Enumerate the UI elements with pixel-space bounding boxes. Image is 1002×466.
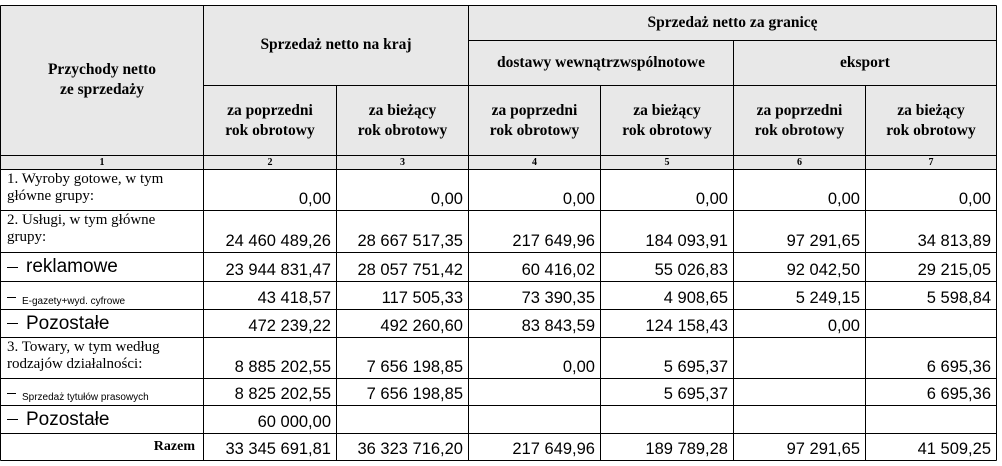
row-header-title: Przychody netto ze sprzedaży xyxy=(47,61,157,98)
row-label-goods: 3. Towary, w tym według rodzajów działal… xyxy=(7,339,160,372)
row-label-advertising: reklamowe xyxy=(0,253,203,281)
value-cell: 97 291,65 xyxy=(786,232,860,250)
value-cell xyxy=(469,406,600,433)
value-cell xyxy=(601,406,733,433)
value-cell: 60 416,02 xyxy=(521,261,595,279)
header-domestic-sales: Sprzedaż netto na kraj xyxy=(260,36,412,53)
value-cell: 83 843,59 xyxy=(521,317,595,335)
col-number-6: 6 xyxy=(797,157,802,168)
total-value-cell: 189 789,28 xyxy=(645,440,728,458)
value-cell: 7 656 198,85 xyxy=(366,358,463,376)
value-cell: 0,00 xyxy=(562,190,595,208)
value-cell: 73 390,35 xyxy=(521,289,595,307)
total-value-cell: 97 291,65 xyxy=(786,440,860,458)
value-cell: 60 000,00 xyxy=(257,413,331,431)
value-cell: 7 656 198,85 xyxy=(366,385,463,403)
row-label-press-titles: Sprzedaż tytułów prasowych xyxy=(0,379,203,405)
value-cell: 0,00 xyxy=(827,190,860,208)
row-label-services: 2. Usługi, w tym główne grupy: xyxy=(7,212,156,245)
col-number-3: 3 xyxy=(400,157,405,168)
value-cell: 184 093,91 xyxy=(645,232,728,250)
value-cell: 0,00 xyxy=(430,190,463,208)
row-label-finished-goods: 1. Wyroby gotowe, w tym główne grupy: xyxy=(7,171,164,204)
value-cell: 5 695,37 xyxy=(663,385,728,403)
value-cell: 124 158,43 xyxy=(645,317,728,335)
value-cell: 34 813,89 xyxy=(917,232,991,250)
col-number-1: 1 xyxy=(99,157,105,168)
dash-icon xyxy=(7,297,16,298)
header-col5-curr-year: za bieżący rok obrotowy xyxy=(622,101,712,139)
header-col4-prev-year: za poprzedni rok obrotowy xyxy=(489,101,580,139)
total-value-cell: 33 345 691,81 xyxy=(225,440,331,458)
value-cell: 4 908,65 xyxy=(663,289,728,307)
header-foreign-sales: Sprzedaż netto za granicę xyxy=(647,13,818,31)
value-cell: 28 057 751,42 xyxy=(357,261,463,279)
dash-icon xyxy=(7,323,18,324)
value-cell xyxy=(337,406,468,433)
value-cell: 6 695,36 xyxy=(926,385,991,403)
total-value-cell: 36 323 716,20 xyxy=(357,440,463,458)
dash-icon xyxy=(7,393,16,394)
value-cell: 0,00 xyxy=(298,190,331,208)
value-cell: 492 260,60 xyxy=(380,317,463,335)
value-cell xyxy=(734,406,865,433)
value-cell xyxy=(866,310,996,337)
row-label-e-newspapers: E-gazety+wyd. cyfrowe xyxy=(0,282,203,309)
total-value-cell: 217 649,96 xyxy=(512,440,595,458)
col-number-7: 7 xyxy=(928,157,934,168)
value-cell: 5 249,15 xyxy=(795,289,860,307)
value-cell: 472 239,22 xyxy=(248,317,331,335)
value-cell xyxy=(469,379,600,405)
value-cell: 5 598,84 xyxy=(926,289,991,307)
value-cell: 92 042,50 xyxy=(786,261,860,279)
value-cell xyxy=(866,406,996,433)
value-cell: 0,00 xyxy=(695,190,728,208)
value-cell: 0,00 xyxy=(958,190,991,208)
value-cell: 117 505,33 xyxy=(381,289,463,307)
header-col6-prev-year: za poprzedni rok obrotowy xyxy=(754,101,845,139)
value-cell xyxy=(734,379,865,405)
header-col3-curr-year: za bieżący rok obrotowy xyxy=(357,101,448,139)
col-number-5: 5 xyxy=(664,157,670,168)
row-label-other-goods: Pozostałe xyxy=(0,406,203,433)
value-cell: 24 460 489,26 xyxy=(225,232,331,250)
value-cell: 5 695,37 xyxy=(663,358,728,376)
header-col7-curr-year: za bieżący rok obrotowy xyxy=(886,101,976,139)
total-value-cell: 41 509,25 xyxy=(917,440,991,458)
value-cell: 43 418,57 xyxy=(257,289,331,307)
value-cell: 55 026,83 xyxy=(654,261,728,279)
value-cell: 6 695,36 xyxy=(926,358,991,376)
col-number-2: 2 xyxy=(267,157,273,168)
header-col2-prev-year: za poprzedni rok obrotowy xyxy=(225,101,315,139)
value-cell: 8 885 202,55 xyxy=(234,358,331,376)
value-cell: 28 667 517,35 xyxy=(357,232,463,250)
col-number-4: 4 xyxy=(532,157,537,168)
dash-icon xyxy=(7,266,18,268)
row-label-other-services: Pozostałe xyxy=(0,310,203,337)
value-cell xyxy=(734,338,865,378)
value-cell: 0,00 xyxy=(827,317,860,335)
header-export: eksport xyxy=(840,54,890,71)
header-intra-eu-deliveries: dostawy wewnątrzwspólnotowe xyxy=(497,54,705,71)
value-cell: 217 649,96 xyxy=(512,232,595,250)
row-label-total: Razem xyxy=(153,439,195,454)
value-cell: 29 215,05 xyxy=(917,261,991,279)
dash-icon xyxy=(7,419,18,420)
value-cell: 8 825 202,55 xyxy=(234,385,331,403)
value-cell: 23 944 831,47 xyxy=(225,261,331,279)
value-cell: 0,00 xyxy=(562,358,595,376)
